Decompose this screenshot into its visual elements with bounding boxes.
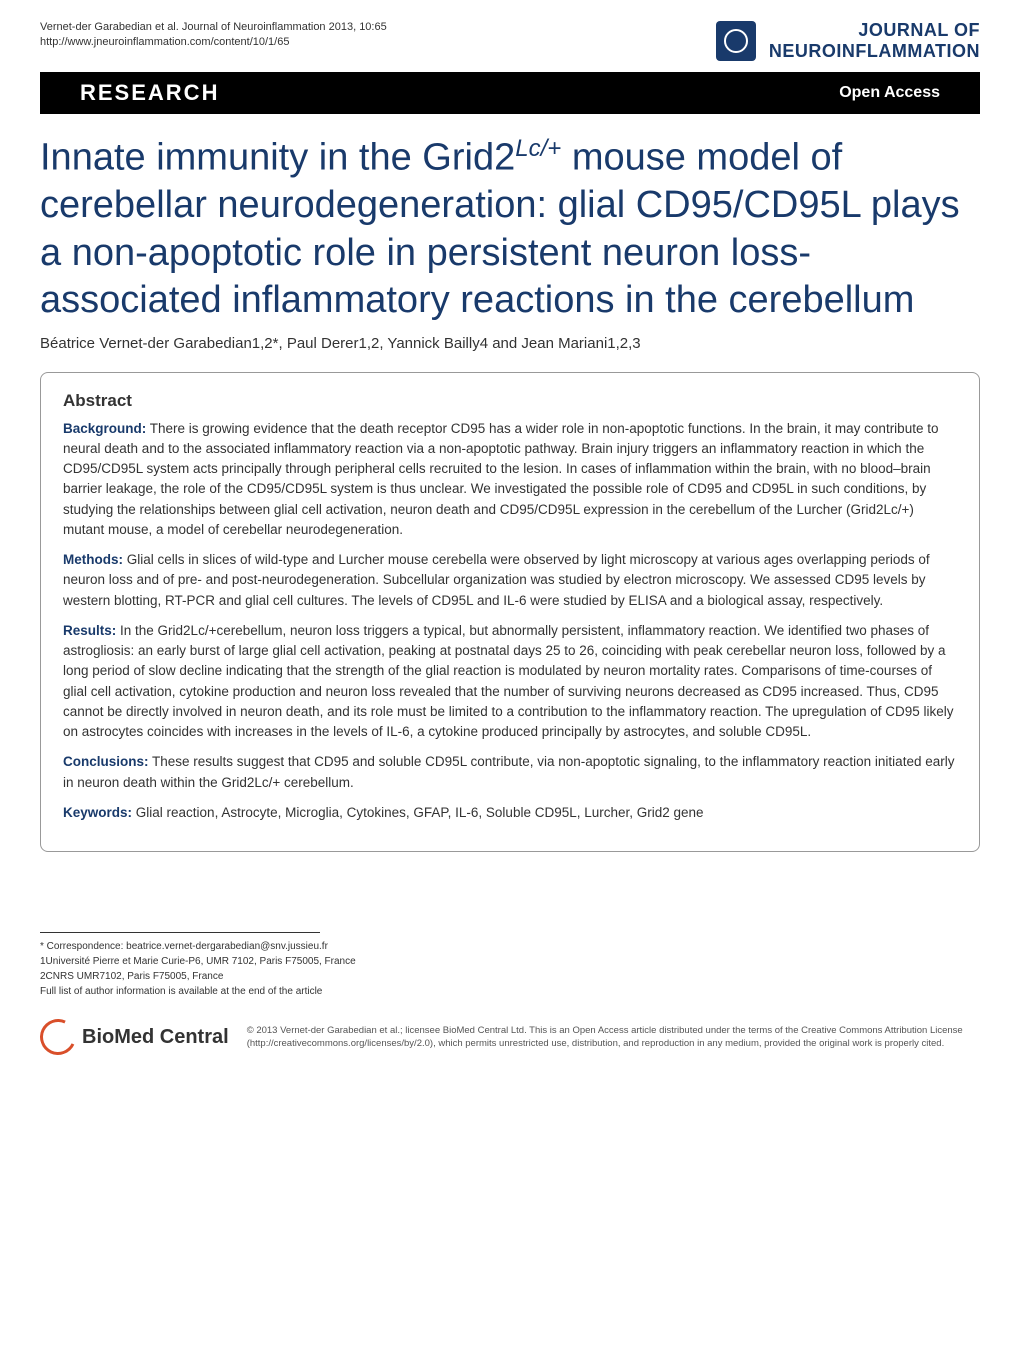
citation-line2: http://www.jneuroinflammation.com/conten… — [40, 35, 387, 50]
biomed-circle-icon — [35, 1014, 81, 1060]
affiliation-note: Full list of author information is avail… — [40, 984, 980, 999]
background-text: There is growing evidence that the death… — [63, 421, 938, 537]
correspondence-line: * Correspondence: beatrice.vernet-dergar… — [40, 939, 980, 954]
authors-line: Béatrice Vernet-der Garabedian1,2*, Paul… — [0, 335, 1020, 372]
background-label: Background: — [63, 421, 146, 436]
section-bar: RESEARCH Open Access — [40, 72, 980, 114]
citation-block: Vernet-der Garabedian et al. Journal of … — [40, 20, 387, 51]
abstract-background: Background: There is growing evidence th… — [63, 419, 957, 541]
footer-rule — [40, 932, 320, 933]
journal-logo-icon — [716, 21, 756, 61]
abstract-results: Results: In the Grid2Lc/+cerebellum, neu… — [63, 621, 957, 743]
affiliation-1: 1Université Pierre et Marie Curie-P6, UM… — [40, 954, 980, 969]
research-label: RESEARCH — [80, 80, 219, 106]
keywords-text: Glial reaction, Astrocyte, Microglia, Cy… — [132, 805, 704, 820]
journal-logo: JOURNAL OF NEUROINFLAMMATION — [716, 20, 980, 62]
biomed-logo: BioMed Central — [40, 1019, 229, 1055]
methods-label: Methods: — [63, 552, 123, 567]
affiliation-2: 2CNRS UMR7102, Paris F75005, France — [40, 969, 980, 984]
title-superscript: Lc/+ — [515, 135, 561, 162]
abstract-methods: Methods: Glial cells in slices of wild-t… — [63, 550, 957, 611]
abstract-conclusions: Conclusions: These results suggest that … — [63, 752, 957, 793]
license-text: © 2013 Vernet-der Garabedian et al.; lic… — [247, 1024, 980, 1051]
citation-line1: Vernet-der Garabedian et al. Journal of … — [40, 20, 387, 35]
open-access-label: Open Access — [839, 84, 940, 102]
biomed-text: BioMed Central — [82, 1026, 229, 1049]
results-label: Results: — [63, 623, 116, 638]
abstract-heading: Abstract — [63, 391, 957, 411]
conclusions-text: These results suggest that CD95 and solu… — [63, 754, 954, 789]
abstract-keywords: Keywords: Glial reaction, Astrocyte, Mic… — [63, 803, 957, 823]
correspondence-block: * Correspondence: beatrice.vernet-dergar… — [0, 939, 1020, 999]
methods-text: Glial cells in slices of wild-type and L… — [63, 552, 930, 608]
bottom-section: BioMed Central © 2013 Vernet-der Garabed… — [0, 999, 1020, 1085]
title-pre: Innate immunity in the Grid2 — [40, 137, 515, 179]
abstract-box: Abstract Background: There is growing ev… — [40, 372, 980, 853]
keywords-label: Keywords: — [63, 805, 132, 820]
journal-name-line1: JOURNAL OF — [769, 20, 980, 41]
journal-name-line2: NEUROINFLAMMATION — [769, 41, 980, 62]
results-text: In the Grid2Lc/+cerebellum, neuron loss … — [63, 623, 954, 739]
conclusions-label: Conclusions: — [63, 754, 149, 769]
header-bar: Vernet-der Garabedian et al. Journal of … — [0, 0, 1020, 72]
article-title: Innate immunity in the Grid2Lc/+ mouse m… — [0, 114, 1020, 335]
